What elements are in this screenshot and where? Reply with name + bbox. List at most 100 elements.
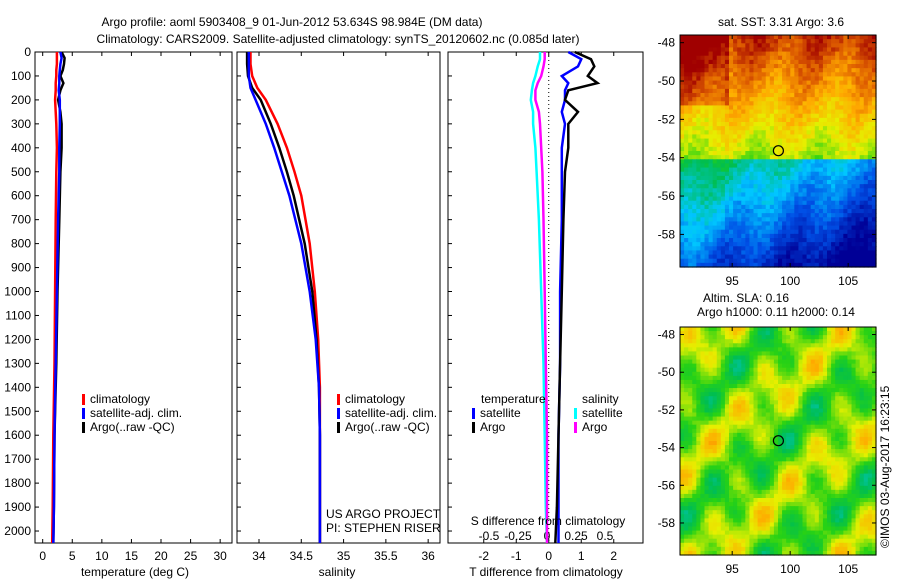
map-cell [684, 485, 689, 491]
map-cell [773, 184, 779, 189]
map-cell [814, 485, 820, 491]
map-cell [871, 408, 877, 414]
map-cell [810, 449, 816, 454]
map-cell [831, 420, 836, 426]
map-cell [712, 469, 718, 475]
map-cell [867, 396, 873, 401]
map-cell [716, 355, 722, 361]
map-cell [818, 159, 824, 165]
map-cell [786, 502, 791, 507]
map-cell [863, 196, 869, 202]
map-cell [765, 142, 771, 148]
map-cell [782, 126, 787, 131]
map-cell [696, 84, 702, 90]
map-cell [843, 221, 849, 227]
map-cell [720, 117, 726, 123]
map-cell [765, 64, 771, 69]
map-cell [700, 68, 706, 73]
map-cell [688, 39, 693, 44]
map-cell [712, 258, 718, 264]
map-cell [720, 473, 726, 479]
map-cell [765, 359, 771, 365]
map-cell [724, 130, 730, 136]
map-cell [867, 351, 873, 357]
map-cell [790, 138, 795, 144]
map-cell [680, 363, 685, 369]
map-cell [733, 80, 738, 86]
map-cell [867, 432, 873, 438]
map-cell [708, 192, 714, 198]
map-cell [818, 171, 824, 177]
map-cell [757, 416, 763, 422]
map-cell [753, 180, 759, 185]
map-cell [851, 449, 857, 454]
map-cell [692, 76, 697, 82]
map-cell [684, 126, 689, 131]
map-cell [745, 93, 751, 98]
map-cell [790, 142, 795, 148]
map-cell [851, 498, 857, 503]
map-cell [753, 72, 759, 78]
map-cell [684, 489, 689, 495]
map-cell [688, 339, 693, 344]
map-cell [810, 209, 816, 214]
map-cell [867, 355, 873, 361]
map-cell [688, 188, 693, 194]
map-cell [696, 175, 702, 181]
map-cell [753, 441, 759, 446]
map-cell [871, 347, 877, 353]
map-cell [757, 498, 763, 503]
map-cell [700, 59, 706, 65]
map-cell [757, 97, 763, 102]
map-cell [700, 469, 706, 475]
map-cell [724, 246, 730, 252]
map-cell [822, 449, 828, 454]
map-cell [753, 80, 759, 86]
map-cell [778, 400, 783, 405]
map-cell [765, 117, 771, 123]
map-cell [724, 445, 730, 450]
map-cell [729, 84, 734, 90]
map-cell [827, 192, 832, 198]
map-cell [778, 64, 783, 69]
map-cell [827, 84, 832, 90]
map-cell [769, 351, 775, 357]
map-cell [761, 184, 767, 189]
map-cell [761, 142, 767, 148]
map-cell [814, 416, 820, 422]
map-cell [822, 59, 828, 65]
map-cell [782, 171, 787, 177]
map-cell [749, 367, 755, 373]
map-cell [769, 339, 775, 344]
map-cell [712, 420, 718, 426]
map-cell [871, 204, 877, 210]
map-cell [753, 502, 759, 507]
legend-swatch [472, 408, 475, 419]
map-cell [835, 445, 840, 450]
map-cell [769, 432, 775, 438]
map-cell [720, 250, 726, 256]
map-cell [704, 233, 710, 239]
map-cell [724, 469, 730, 475]
map-cell [708, 412, 714, 418]
map-cell [733, 109, 738, 115]
map-cell [798, 64, 804, 69]
map-cell [761, 351, 767, 357]
map-cell [688, 343, 693, 348]
map-cell [765, 229, 771, 235]
map-cell [839, 485, 844, 491]
map-cell [851, 225, 857, 231]
map-cell [696, 404, 702, 410]
map-cell [822, 109, 828, 115]
map-cell [688, 72, 693, 78]
map-cell [782, 88, 787, 94]
map-cell [790, 408, 795, 414]
map-cell [806, 375, 812, 381]
map-cell [757, 192, 763, 198]
map-cell [778, 192, 783, 198]
map-cell [729, 343, 734, 348]
map-cell [822, 351, 828, 357]
map-cell [802, 473, 808, 479]
map-cell [843, 453, 849, 458]
map-cell [855, 396, 861, 401]
